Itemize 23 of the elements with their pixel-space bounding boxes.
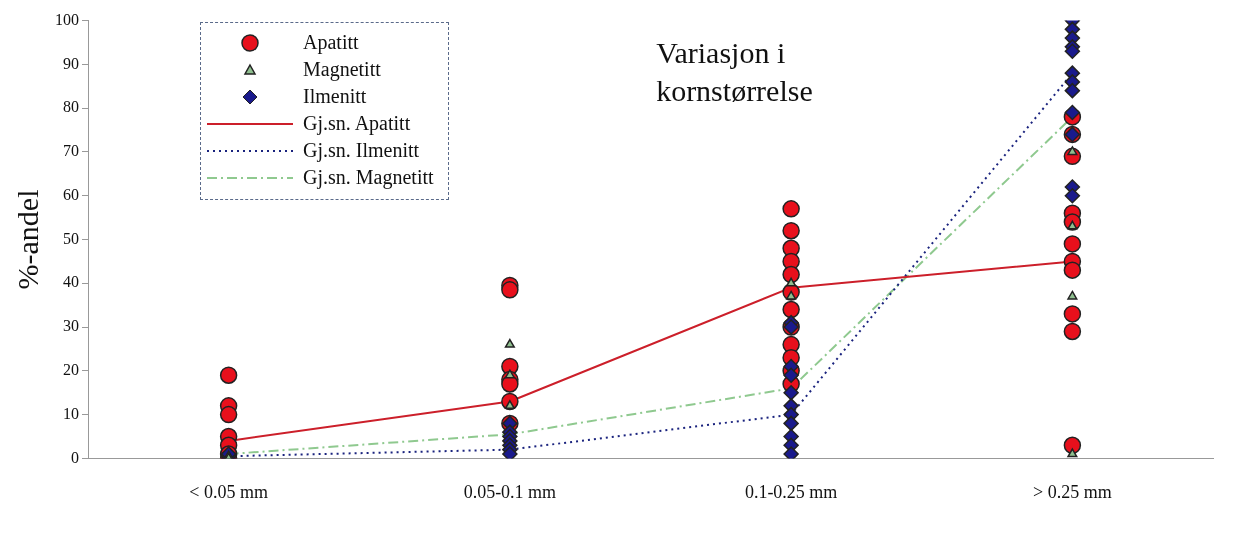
x-tick-label: 0.1-0.25 mm (744, 481, 838, 502)
legend-label: Magnetitt (303, 58, 381, 81)
legend-label: Apatitt (303, 31, 359, 54)
y-tick-label: 70 (63, 142, 79, 160)
x-tick-label: < 0.05 mm (189, 481, 268, 502)
x-tick-label: > 0.25 mm (1033, 481, 1112, 502)
legend-label: Gj.sn. Magnetitt (303, 166, 434, 189)
y-axis-title: %-andel (10, 189, 44, 290)
y-tick-label: 0 (71, 448, 79, 466)
y-tick-label: 30 (63, 317, 79, 335)
y-tick-label: 50 (63, 229, 79, 247)
legend-label: Gj.sn. Ilmenitt (303, 139, 420, 162)
y-tick-label: 40 (63, 273, 79, 291)
y-tick-label: 20 (63, 361, 79, 379)
x-tick-label: 0.05-0.1 mm (463, 481, 557, 502)
text: Variasjon i kornstørrelse (656, 36, 813, 108)
y-tick-label: 90 (63, 54, 79, 72)
legend-label: Gj.sn. Apatitt (303, 112, 411, 135)
y-tick-label: 60 (63, 185, 79, 203)
y-tick-label: 10 (63, 404, 79, 422)
legend-label: Ilmenitt (303, 85, 367, 108)
y-tick-label: 100 (55, 10, 79, 28)
y-tick-label: 80 (63, 98, 79, 116)
